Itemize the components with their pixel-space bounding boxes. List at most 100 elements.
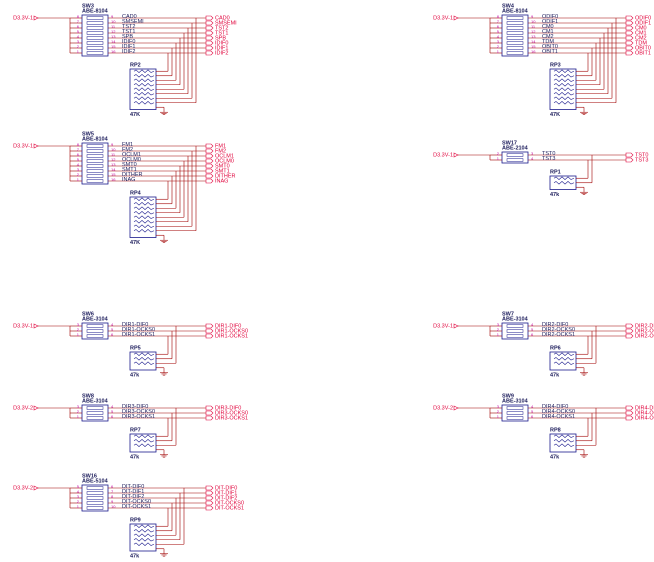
pin-number: 14: [531, 39, 536, 44]
resistor: [133, 220, 155, 224]
net-label: D3.3V-2: [433, 405, 453, 411]
switch-slider: [506, 41, 524, 45]
switch-ref: SW4: [502, 3, 515, 9]
resistor: [133, 96, 155, 100]
signal-label: DIR4-DIF0: [542, 404, 568, 410]
pin-number: 15: [111, 172, 116, 177]
switch-slider: [86, 16, 104, 20]
signal-label: TDM: [542, 39, 554, 45]
pin-number: 10: [111, 504, 116, 509]
switch-slider: [86, 411, 104, 415]
pin-number: 2: [77, 327, 80, 332]
switch-part: ABE-5104: [82, 478, 109, 484]
resistor: [133, 542, 155, 546]
output-arrow: [205, 15, 214, 21]
rpack-value: 47K: [130, 240, 140, 246]
switch-slider: [86, 501, 104, 505]
output-arrow: [205, 178, 214, 184]
net-label: D3.3V-1: [433, 152, 453, 158]
pin-number: 8: [497, 14, 500, 19]
signal-label: DIT-DIF1: [122, 489, 144, 495]
resistor: [133, 69, 155, 73]
signal-label: DIT-DIF2: [122, 494, 144, 500]
switch-ref: SW9: [502, 393, 514, 399]
signal-label: DIR1-OCKS0: [122, 327, 155, 333]
pin-number: 5: [111, 409, 114, 414]
switch-slider: [86, 154, 104, 158]
output-label: DIT-OCKS0: [215, 500, 244, 506]
resistor: [133, 197, 155, 201]
output-arrow: [205, 333, 214, 339]
output-arrow: [205, 148, 214, 154]
net-arrow: [33, 143, 39, 149]
resistor: [553, 92, 575, 96]
output-arrow: [205, 20, 214, 26]
pin-number: 6: [111, 332, 114, 337]
output-label: OBIT1: [635, 50, 651, 56]
switch-slider: [506, 329, 524, 333]
output-label: CM0: [635, 25, 647, 31]
pin-number: 10: [111, 19, 116, 24]
rpack-ref: RP4: [130, 190, 142, 196]
resistor: [553, 69, 575, 73]
net-label: D3.3V-2: [13, 485, 33, 491]
switch-part: ABE-8104: [82, 136, 109, 142]
resistor: [133, 78, 155, 82]
rpack-value: 47K: [130, 112, 140, 118]
switch-body: [501, 404, 529, 422]
output-label: DIR2-OCKS1: [635, 333, 654, 339]
pin-number: 9: [531, 14, 534, 19]
signal-label: DIT-OCKS1: [122, 504, 151, 510]
pin-number: 3: [77, 39, 80, 44]
resistor: [133, 202, 155, 206]
resistor: [553, 96, 575, 100]
net-label: D3.3V-1: [13, 323, 33, 329]
output-arrow: [205, 405, 214, 411]
pin-number: 5: [111, 327, 114, 332]
output-arrow: [625, 405, 634, 411]
rpack-body: [549, 351, 577, 371]
net-label: D3.3V-1: [433, 323, 453, 329]
output-arrow: [625, 35, 634, 41]
pin-number: 5: [77, 29, 80, 34]
resistor: [553, 439, 575, 443]
output-arrow: [205, 25, 214, 31]
pin-number: 4: [531, 322, 534, 327]
output-label: DIR2-OCKS0: [635, 328, 654, 334]
switch-slider: [86, 36, 104, 40]
resistor: [133, 206, 155, 210]
output-label: DIR3-OCKS0: [215, 410, 248, 416]
pin-number: 8: [111, 494, 114, 499]
switch-body: [501, 14, 529, 57]
switch-slider: [86, 159, 104, 163]
output-label: INAG: [215, 178, 228, 184]
switch-slider: [86, 324, 104, 328]
resistor: [133, 538, 155, 542]
output-arrow: [625, 25, 634, 31]
output-label: ODIF0: [635, 15, 651, 21]
rpack-body: [129, 433, 157, 453]
switch-ref: SW3: [82, 3, 94, 9]
signal-label: SMT1: [122, 167, 137, 173]
switch-body: [81, 404, 109, 422]
pin-number: 8: [77, 14, 80, 19]
switch-ref: SW6: [82, 311, 94, 317]
output-label: DIR4-OCKS0: [635, 410, 654, 416]
switch-slider: [86, 329, 104, 333]
pin-number: 3: [497, 322, 500, 327]
pin-number: 6: [77, 24, 80, 29]
resistor: [553, 357, 575, 361]
output-arrow: [205, 50, 214, 56]
net-label: D3.3V-1: [433, 15, 453, 21]
net-arrow: [33, 15, 39, 21]
signal-label: TST3: [542, 156, 555, 162]
pin-number: 1: [497, 156, 500, 161]
output-arrow: [625, 333, 634, 339]
pin-number: 11: [111, 24, 116, 29]
rpack-ref: RP2: [130, 62, 141, 68]
signal-label: OBIT0: [542, 44, 558, 50]
resistor: [133, 529, 155, 533]
rpack-value: 47k: [550, 454, 560, 460]
output-arrow: [625, 323, 634, 329]
